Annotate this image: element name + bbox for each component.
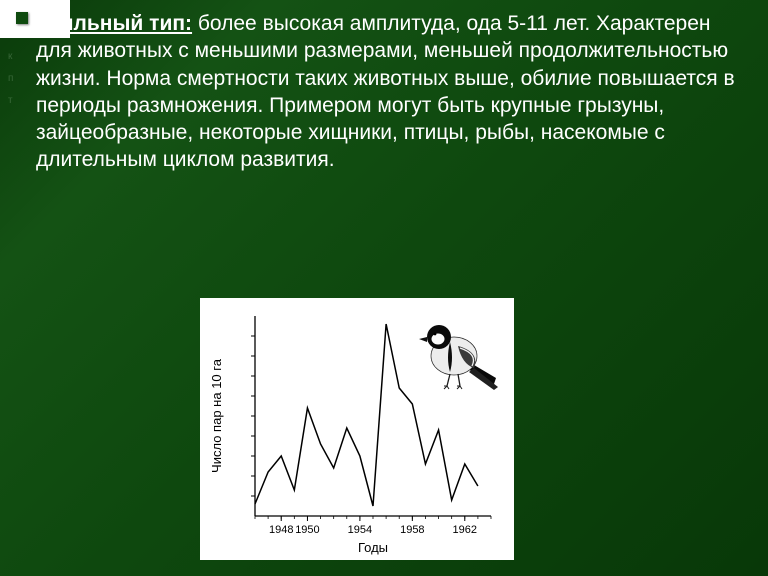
slide-body-text: абильный тип: более высокая амплитуда, о… bbox=[36, 10, 744, 174]
svg-text:1950: 1950 bbox=[295, 524, 319, 536]
svg-text:1948: 1948 bbox=[269, 524, 293, 536]
svg-text:1954: 1954 bbox=[348, 524, 372, 536]
svg-text:Число пар на 10 га: Число пар на 10 га bbox=[209, 358, 224, 473]
artifact-k: к bbox=[8, 51, 13, 62]
term-label: абильный тип: bbox=[36, 12, 192, 35]
svg-text:1958: 1958 bbox=[400, 524, 424, 536]
artifact-p: п bbox=[8, 73, 14, 84]
artifact-t: т bbox=[8, 95, 14, 106]
bullet-square bbox=[16, 12, 28, 24]
bird-illustration bbox=[414, 312, 502, 397]
leftover-artifact-text: к п т bbox=[8, 46, 14, 112]
svg-text:1962: 1962 bbox=[453, 524, 477, 536]
body-text: более высокая амплитуда, ода 5-11 лет. Х… bbox=[36, 12, 735, 171]
svg-text:Годы: Годы bbox=[358, 540, 388, 555]
population-chart: 19481950 1954 1958 1962 Годы Число пар на 10 … bbox=[200, 298, 514, 560]
